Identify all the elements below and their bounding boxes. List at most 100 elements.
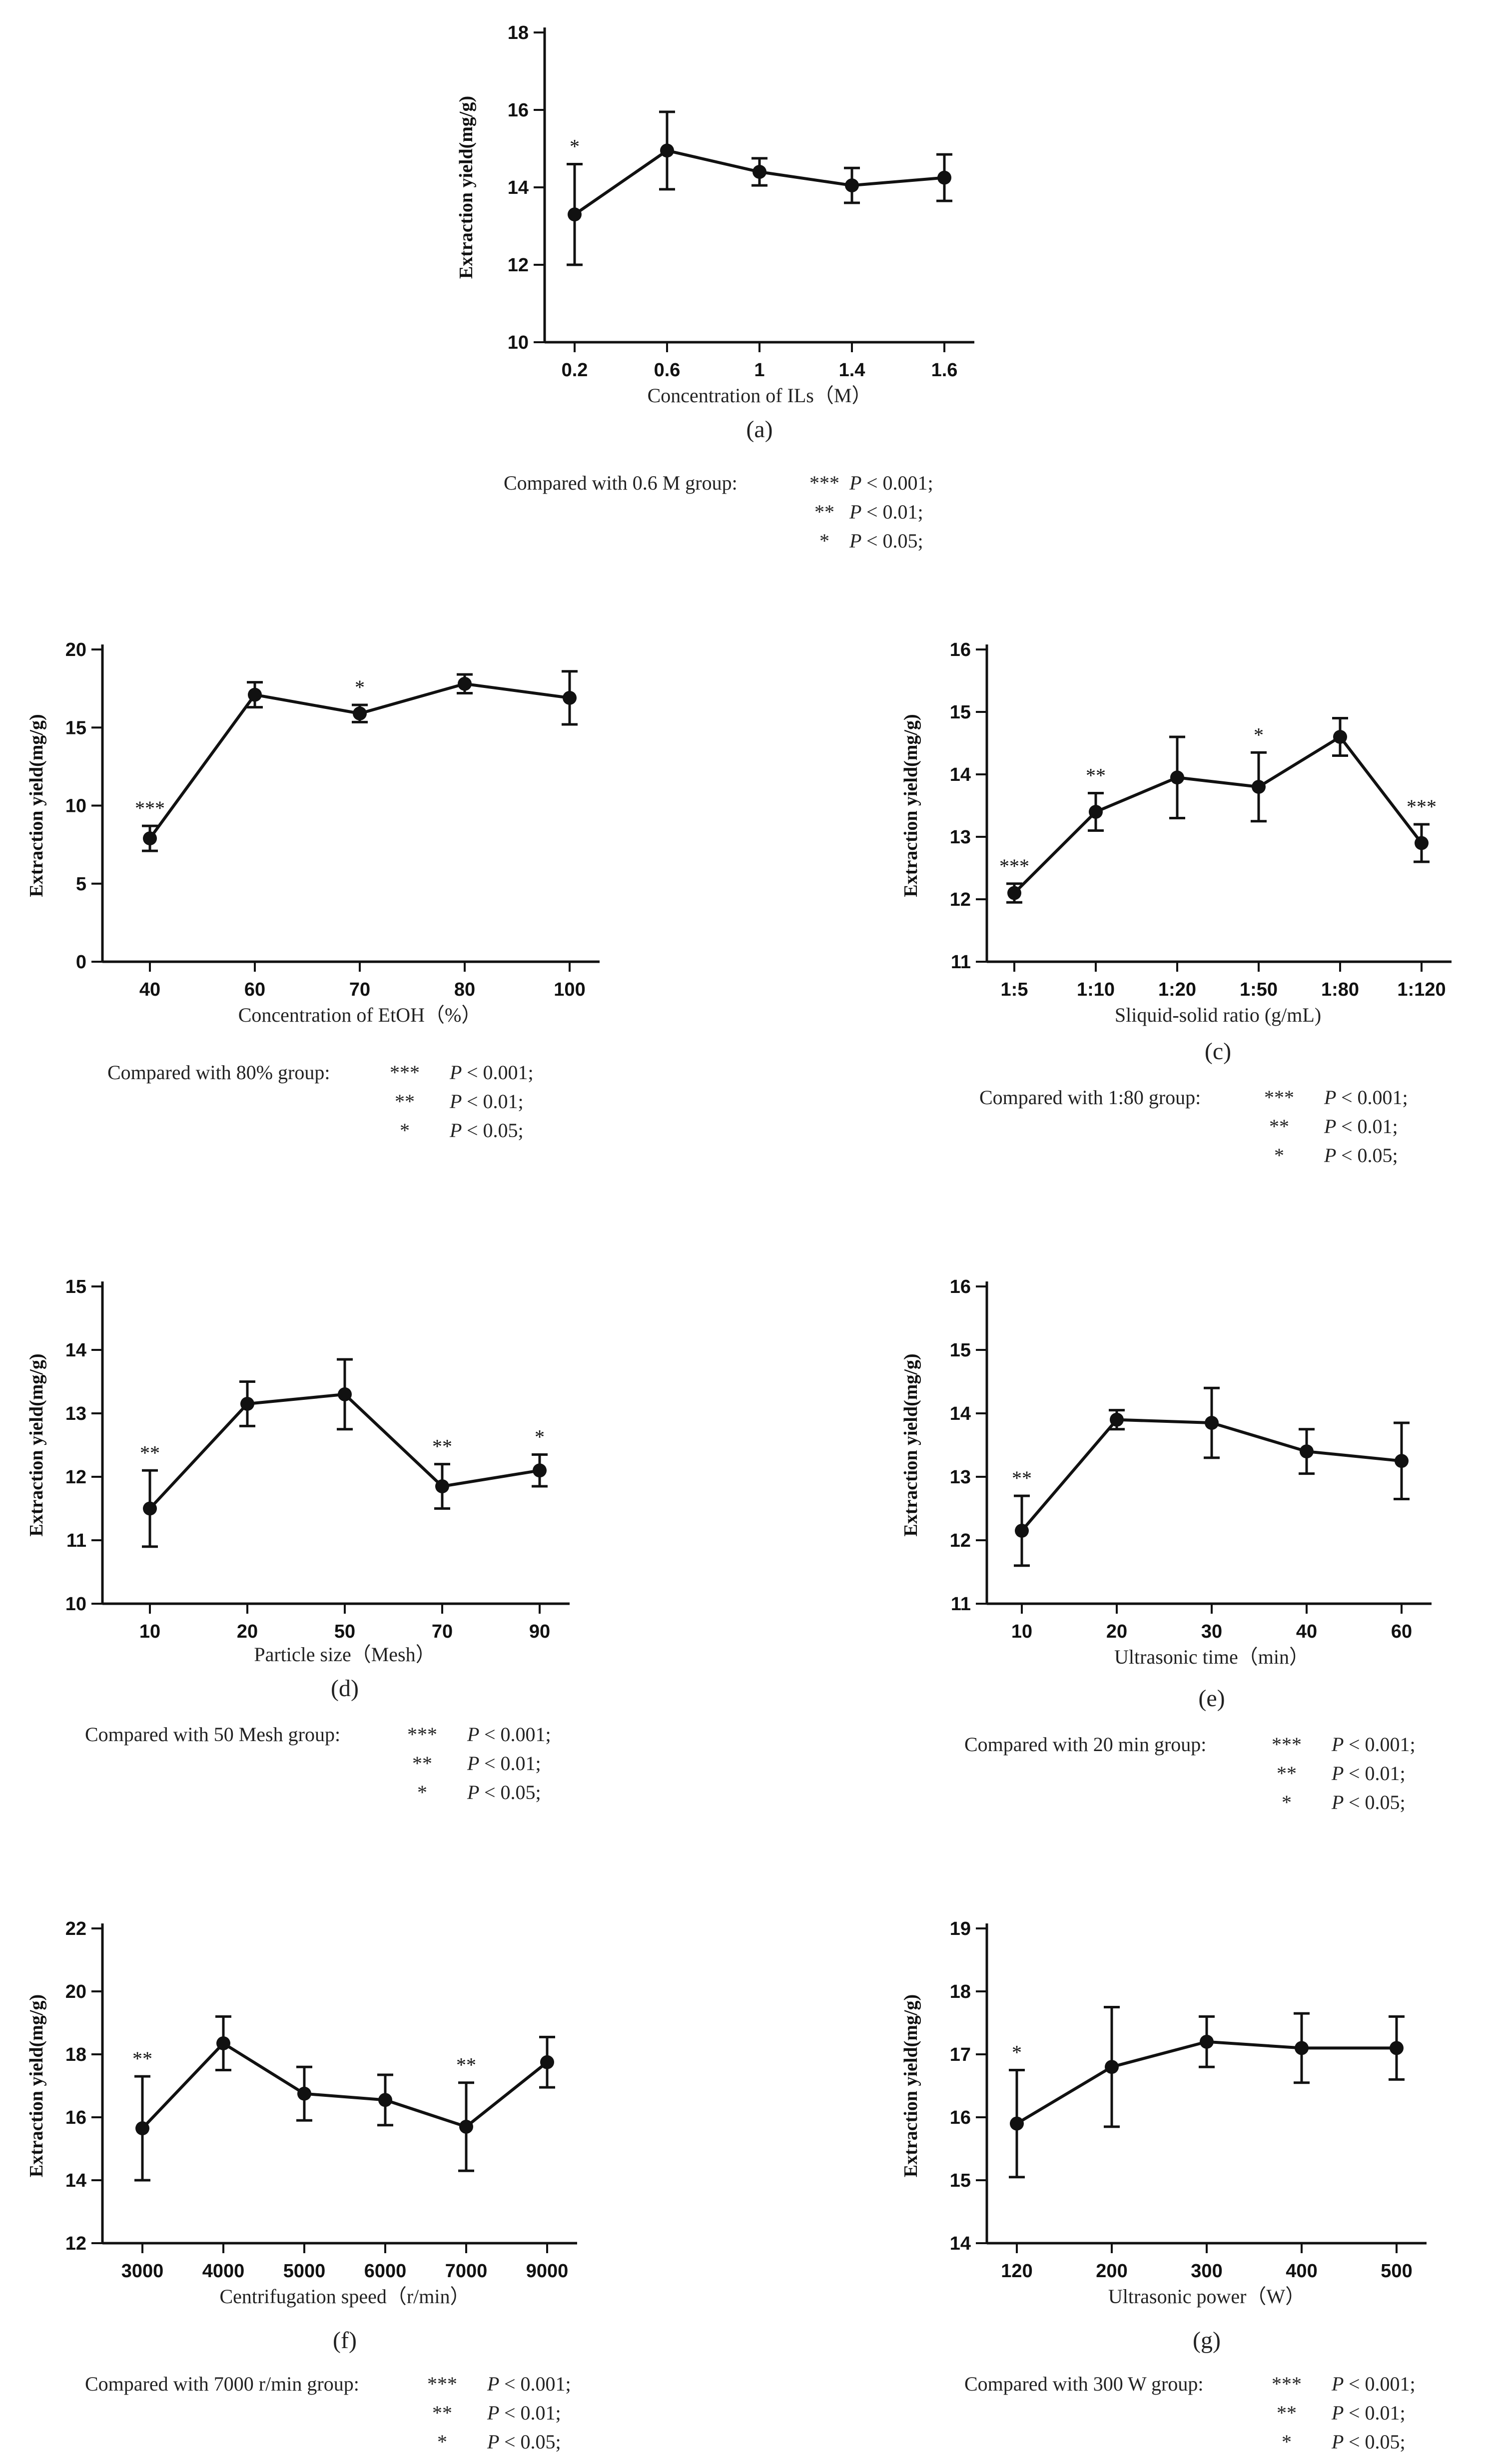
x-tick-label: 1:50 <box>1240 979 1278 1000</box>
note-p: P <box>467 1781 479 1804</box>
x-tick-label: 500 <box>1381 2261 1412 2282</box>
data-point <box>568 207 582 222</box>
y-tick-label: 5 <box>76 874 86 895</box>
y-tick-label: 22 <box>65 1918 86 1939</box>
note-p: P <box>1331 1762 1344 1785</box>
chart-panel-4: 11 12 13 14 15 16 10 20 30 40 60 ** Extraction yield… <box>900 1276 1432 1814</box>
panel-label: (f) <box>333 2327 357 2354</box>
charts-root: 10 12 14 16 18 0.2 0.6 1 1.4 1.6 * Extraction yield… <box>26 22 1452 2453</box>
x-axis-title: Particle size（Mesh） <box>254 1643 435 1666</box>
x-tick-label: 1 <box>754 360 764 381</box>
significance-label: ** <box>1086 764 1106 787</box>
y-tick-label: 15 <box>65 717 86 738</box>
y-tick-label: 11 <box>951 1594 971 1615</box>
x-axis-title: Ultrasonic power（W） <box>1108 2285 1305 2308</box>
note-intro: Compared with 50 Mesh group: <box>85 1723 340 1746</box>
data-point <box>752 165 766 179</box>
x-tick-label: 1:5 <box>1001 979 1028 1000</box>
panel-label: (e) <box>1198 1685 1225 1712</box>
y-tick-label: 10 <box>65 796 86 817</box>
note-threshold: < 0.001; <box>866 472 933 494</box>
x-tick-label: 40 <box>1296 1621 1317 1642</box>
y-tick-label: 18 <box>950 1981 971 2002</box>
significance-label: *** <box>135 797 165 819</box>
y-axis-title: Extraction yield(mg/g) <box>900 1994 921 2177</box>
x-tick-label: 10 <box>139 1621 160 1642</box>
x-tick-label: 60 <box>1391 1621 1412 1642</box>
y-axis-title: Extraction yield(mg/g) <box>456 96 477 279</box>
x-axis-title: Concentration of EtOH（%） <box>238 1004 482 1026</box>
significance-label: *** <box>999 855 1029 877</box>
note-intro: Compared with 1:80 group: <box>979 1086 1201 1109</box>
data-point <box>1395 1454 1409 1468</box>
x-axis-title: Centrifugation speed（r/min） <box>219 2285 470 2308</box>
x-tick-label: 0.2 <box>562 360 588 381</box>
x-tick-label: 9000 <box>526 2261 569 2282</box>
x-tick-label: 200 <box>1096 2261 1127 2282</box>
significance-label: *** <box>1407 795 1437 818</box>
significance-label: ** <box>132 2047 152 2070</box>
x-tick-label: 60 <box>244 979 265 1000</box>
y-tick-label: 13 <box>950 827 971 848</box>
note-stars: ** <box>1277 1762 1297 1785</box>
note-stars: * <box>437 2431 447 2453</box>
x-tick-label: 0.6 <box>654 360 681 381</box>
note-threshold: < 0.01; <box>504 2402 561 2424</box>
y-tick-label: 19 <box>950 1918 971 1939</box>
data-point <box>378 2093 392 2107</box>
x-tick-label: 1:10 <box>1077 979 1115 1000</box>
note-threshold: < 0.001; <box>484 1723 551 1746</box>
x-tick-label: 1:20 <box>1158 979 1196 1000</box>
chart-panel-0: 10 12 14 16 18 0.2 0.6 1 1.4 1.6 * Extraction yield… <box>456 22 974 552</box>
y-tick-label: 11 <box>951 952 971 973</box>
note-p: P <box>849 472 861 494</box>
note-stars: ** <box>814 501 834 523</box>
note-threshold: < 0.05; <box>467 1119 524 1142</box>
note-stars: * <box>1282 1791 1292 1814</box>
note-p: P <box>487 2402 499 2424</box>
x-tick-label: 1:120 <box>1397 979 1446 1000</box>
data-point <box>135 2121 149 2136</box>
y-tick-label: 15 <box>950 702 971 723</box>
note-threshold: < 0.05; <box>484 1781 541 1804</box>
note-p: P <box>1324 1086 1336 1109</box>
note-threshold: < 0.01; <box>467 1090 524 1113</box>
data-point <box>216 2036 230 2050</box>
significance-label: ** <box>140 1441 160 1464</box>
x-tick-label: 40 <box>139 979 160 1000</box>
note-intro: Compared with 7000 r/min group: <box>85 2373 359 2395</box>
note-threshold: < 0.01; <box>1349 2402 1406 2424</box>
data-point <box>143 1501 157 1516</box>
x-tick-label: 90 <box>529 1621 550 1642</box>
x-tick-label: 120 <box>1001 2261 1032 2282</box>
chart-panel-6: 14 15 16 17 18 19 120 200 300 400 500 * Extraction y… <box>900 1918 1427 2453</box>
note-intro: Compared with 300 W group: <box>964 2373 1203 2395</box>
y-tick-label: 18 <box>65 2044 86 2065</box>
x-tick-label: 50 <box>334 1621 355 1642</box>
y-tick-label: 16 <box>950 639 971 660</box>
x-tick-label: 3000 <box>121 2261 164 2282</box>
panel-label: (d) <box>331 1675 359 1702</box>
x-tick-label: 4000 <box>202 2261 245 2282</box>
data-point <box>1333 730 1347 744</box>
y-tick-label: 12 <box>950 1530 971 1551</box>
note-p: P <box>1331 1791 1344 1814</box>
significance-label: * <box>570 135 580 158</box>
note-stars: ** <box>1277 2402 1297 2424</box>
data-point <box>1300 1444 1314 1459</box>
data-point <box>845 178 859 193</box>
note-stars: * <box>1274 1144 1284 1167</box>
y-tick-label: 10 <box>508 332 529 353</box>
data-point <box>1015 1523 1029 1538</box>
note-stars: *** <box>390 1061 420 1084</box>
note-intro: Compared with 0.6 M group: <box>504 472 738 494</box>
y-tick-label: 16 <box>508 100 529 121</box>
note-stars: ** <box>432 2402 452 2424</box>
note-threshold: < 0.05; <box>1349 1791 1406 1814</box>
data-point <box>353 706 367 721</box>
x-tick-label: 6000 <box>364 2261 407 2282</box>
data-point <box>1200 2034 1214 2049</box>
